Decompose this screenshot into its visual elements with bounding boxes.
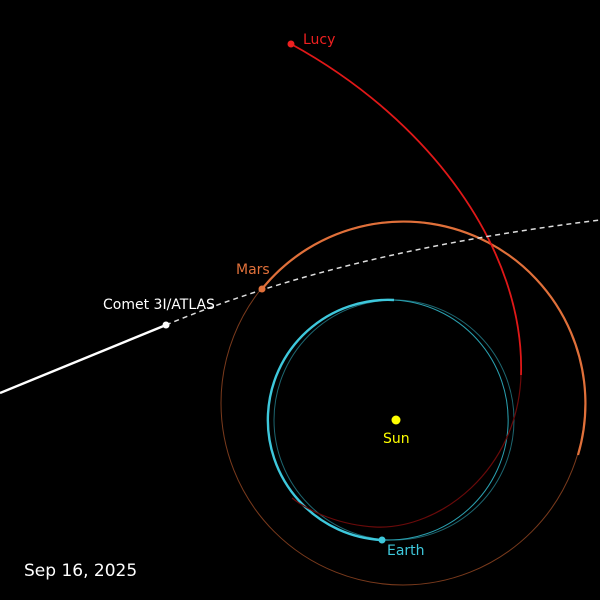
lucy-label: Lucy xyxy=(303,32,336,48)
earth-trail-faint xyxy=(381,299,509,541)
comet-marker xyxy=(162,321,170,329)
sun-label: Sun xyxy=(383,431,410,447)
comet-label: Comet 3I/ATLAS xyxy=(103,297,215,313)
mars-trail xyxy=(261,220,587,456)
comet-trail xyxy=(0,323,167,395)
earth-marker xyxy=(378,536,386,544)
lucy-trajectory xyxy=(290,43,522,376)
earth-label: Earth xyxy=(387,543,425,559)
sun-marker xyxy=(391,415,401,425)
date-label: Sep 16, 2025 xyxy=(24,561,138,581)
mars-label: Mars xyxy=(236,262,270,278)
comet-future-path xyxy=(165,219,600,326)
lucy-marker xyxy=(287,40,295,48)
earth-trail xyxy=(266,298,395,542)
mars-marker xyxy=(258,285,266,293)
lucy-trajectory-faint xyxy=(291,374,522,528)
